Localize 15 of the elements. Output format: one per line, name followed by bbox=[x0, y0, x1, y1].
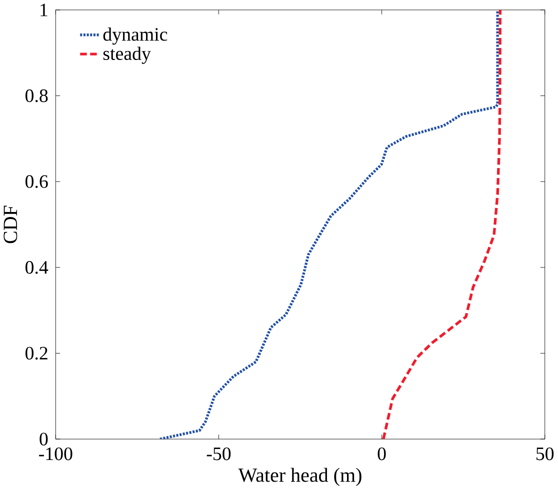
y-tick-label: 0.2 bbox=[26, 346, 48, 360]
legend-label: steady bbox=[103, 46, 151, 64]
y-tick-label: 0.8 bbox=[26, 90, 48, 102]
line-series bbox=[382, 10, 502, 440]
y-axis-title: CDF bbox=[4, 206, 18, 244]
legend-label: dynamic bbox=[103, 28, 168, 45]
x-tick-label: 0 bbox=[378, 448, 386, 460]
x-tick-label: -100 bbox=[39, 448, 72, 460]
y-tick-label: 0.4 bbox=[26, 261, 48, 274]
x-tick-label: 50 bbox=[536, 448, 554, 460]
y-tick-label: 1 bbox=[40, 4, 48, 16]
x-tick-label: -50 bbox=[206, 448, 231, 460]
x-axis-title: Water head (m) bbox=[238, 468, 362, 486]
y-tick-label: 0.6 bbox=[26, 175, 48, 188]
y-tick-label: 0 bbox=[40, 432, 48, 446]
